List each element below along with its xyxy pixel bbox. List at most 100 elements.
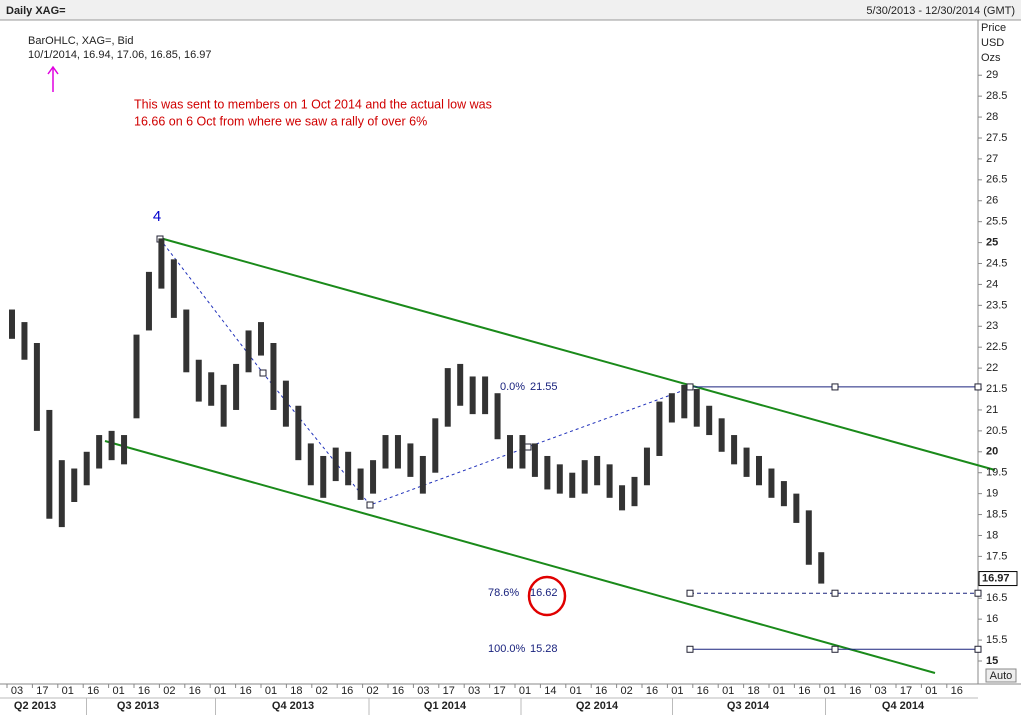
y-tick-label: 19 — [986, 488, 998, 500]
x-tick-label: 16 — [849, 685, 861, 697]
price-bar — [133, 334, 140, 419]
x-tick-label: 01 — [519, 685, 531, 697]
price-bar — [818, 552, 825, 584]
date-range: 5/30/2013 - 12/30/2014 (GMT) — [866, 5, 1015, 17]
fib-handle — [686, 645, 694, 653]
axis-label: Price — [981, 22, 1006, 34]
price-bar — [756, 455, 762, 486]
price-bar — [556, 464, 563, 494]
price-bar — [432, 418, 439, 473]
x-tick-label: 01 — [62, 685, 74, 697]
fib-handle — [831, 589, 839, 597]
price-bar — [469, 376, 476, 415]
price-bar — [581, 460, 588, 494]
x-tick-label: 03 — [874, 685, 886, 697]
price-bar — [482, 376, 489, 415]
quarter-label: Q2 2014 — [576, 700, 619, 712]
price-bar — [58, 460, 65, 528]
price-bar — [96, 435, 103, 469]
y-tick-label: 21.5 — [986, 383, 1007, 395]
price-bar — [195, 359, 202, 402]
price-bar — [507, 435, 513, 469]
x-tick-label: 02 — [620, 685, 632, 697]
fib-handle — [974, 645, 982, 653]
quarter-label: Q3 2013 — [117, 700, 159, 712]
price-bar — [706, 405, 713, 436]
x-tick-label: 17 — [443, 685, 455, 697]
price-bar — [693, 389, 700, 427]
fib-handle — [686, 383, 694, 391]
price-bar — [768, 468, 775, 498]
y-tick-label: 18 — [986, 529, 998, 541]
quarter-label: Q1 2014 — [424, 700, 467, 712]
y-tick-label: 23 — [986, 320, 998, 332]
price-bar — [183, 309, 190, 373]
axis-label: Ozs — [981, 52, 1001, 64]
quarter-label: Q2 2013 — [14, 700, 56, 712]
y-tick-label: 26 — [986, 195, 998, 207]
price-bar — [681, 384, 688, 419]
x-tick-label: 03 — [11, 685, 23, 697]
channel — [104, 237, 996, 674]
price-bar — [457, 363, 464, 406]
price-bar — [444, 368, 451, 427]
auto-button[interactable] — [985, 668, 1017, 683]
x-tick-label: 01 — [925, 685, 937, 697]
x-tick-label: 16 — [138, 685, 150, 697]
price-bar — [170, 259, 177, 318]
price-bar — [569, 472, 576, 498]
x-tick-label: 01 — [214, 685, 226, 697]
fib-handle — [686, 589, 694, 597]
fib-price: 16.62 — [530, 587, 558, 599]
y-tick-label: 15 — [986, 655, 998, 667]
price-bar — [668, 393, 675, 423]
y-tick-label: 20.5 — [986, 425, 1007, 437]
last-price: 16.97 — [982, 572, 1010, 584]
x-tick-label: 16 — [87, 685, 99, 697]
y-tick-label: 17.5 — [986, 550, 1007, 562]
y-tick-label: 15.5 — [986, 634, 1007, 646]
fib-price: 15.28 — [530, 643, 558, 655]
quarter-label: Q3 2014 — [727, 700, 770, 712]
x-tick-label: 01 — [570, 685, 582, 697]
y-tick-label: 28 — [986, 111, 998, 123]
y-tick-label: 25.5 — [986, 216, 1007, 228]
price-bar — [258, 322, 264, 356]
price-bar — [731, 435, 738, 465]
chart-title: Daily XAG= — [6, 5, 66, 17]
price-bar — [282, 380, 289, 427]
y-tick-label: 24.5 — [986, 257, 1007, 269]
x-tick-label: 14 — [544, 685, 556, 697]
price-bar — [382, 435, 389, 469]
auto-label[interactable]: Auto — [990, 670, 1013, 682]
annotation: This was sent to members on 1 Oct 2014 a… — [134, 97, 492, 111]
price-bar — [357, 468, 364, 500]
y-tick-label: 28.5 — [986, 90, 1007, 102]
fib-price: 21.55 — [530, 381, 558, 393]
price-bar — [307, 443, 314, 486]
price-bar — [345, 451, 352, 486]
y-tick-label: 29 — [986, 69, 998, 81]
price-bar — [208, 372, 215, 406]
price-bar — [320, 455, 327, 498]
highlight-circle — [527, 575, 567, 617]
fib-handle — [831, 383, 839, 391]
price-bar — [233, 363, 240, 410]
legend-line: 10/1/2014, 16.94, 17.06, 16.85, 16.97 — [28, 49, 212, 61]
price-bar — [780, 481, 787, 507]
x-tick-label: 16 — [189, 685, 201, 697]
fib-handle — [974, 383, 982, 391]
x-tick-label: 17 — [493, 685, 505, 697]
price-bar — [121, 435, 128, 465]
last-price-box — [978, 571, 1018, 587]
x-tick-label: 16 — [341, 685, 353, 697]
y-tick-label: 26.5 — [986, 174, 1007, 186]
price-bar — [805, 510, 812, 565]
x-tick-label: 18 — [747, 685, 759, 697]
price-bar — [619, 485, 626, 511]
x-tick-label: 16 — [697, 685, 709, 697]
fib-handle — [974, 589, 982, 597]
legend-line: BarOHLC, XAG=, Bid — [28, 35, 133, 47]
price-bar — [606, 464, 613, 498]
